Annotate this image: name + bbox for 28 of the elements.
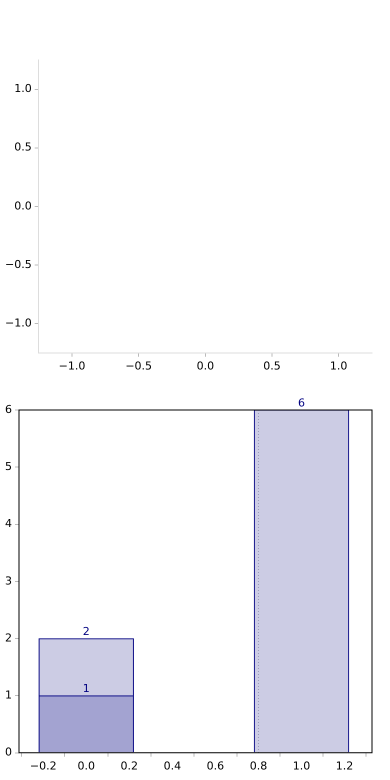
x-tick-label: 0.6 bbox=[206, 759, 224, 772]
total-label: 6 bbox=[298, 396, 306, 410]
x-tick-label: −1.0 bbox=[58, 359, 86, 372]
total-label: 2 bbox=[82, 624, 90, 638]
y-tick-label: 3 bbox=[5, 574, 12, 588]
y-tick-label: 6 bbox=[5, 402, 12, 416]
x-tick-label: 1.2 bbox=[336, 759, 354, 772]
y-tick-label: −1.0 bbox=[4, 316, 32, 330]
y-tick-label: −0.5 bbox=[4, 258, 32, 271]
y-tick-label: 0.0 bbox=[14, 199, 32, 212]
y-tick-label: 4 bbox=[5, 517, 12, 530]
x-tick-label: 0.2 bbox=[120, 759, 138, 772]
y-tick-label: 0 bbox=[5, 746, 12, 759]
y-tick-label: 1.0 bbox=[14, 82, 32, 96]
x-tick-label: 0.0 bbox=[196, 359, 214, 372]
x-tick-label: 1.0 bbox=[292, 759, 310, 772]
y-tick-label: 5 bbox=[5, 460, 12, 473]
x-tick-label: −0.5 bbox=[125, 359, 152, 372]
x-tick-label: 0.4 bbox=[164, 759, 182, 772]
data-label: 1 bbox=[82, 682, 90, 696]
y-tick-label: 1 bbox=[5, 688, 12, 702]
x-tick-label: 0.8 bbox=[250, 759, 268, 772]
x-tick-label: 0.0 bbox=[78, 759, 96, 772]
x-tick-label: 1.0 bbox=[330, 359, 348, 372]
x-tick-label: 0.5 bbox=[263, 359, 281, 372]
y-tick-label: 0.5 bbox=[14, 140, 32, 154]
y-tick-label: 2 bbox=[5, 631, 12, 644]
x-tick-label: −0.2 bbox=[30, 759, 57, 772]
